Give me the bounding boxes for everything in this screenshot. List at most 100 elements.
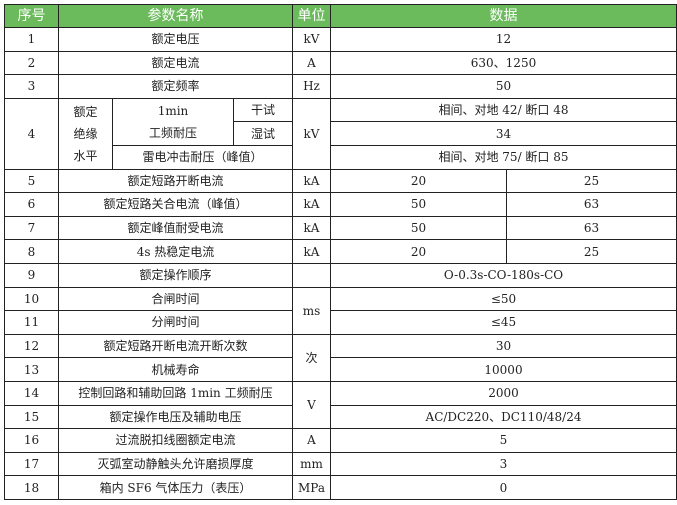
cell: 3 bbox=[330, 451, 677, 477]
group-label: 额定 绝缘 水平 bbox=[58, 97, 113, 170]
cell: 干试 bbox=[233, 97, 293, 123]
cell: 湿试 bbox=[233, 121, 293, 146]
table-row: 雷电冲击耐压（峰值） 相间、对地 75/ 断口 85 bbox=[5, 144, 677, 170]
header-data: 数据 bbox=[330, 4, 677, 28]
cell: 50 bbox=[330, 215, 507, 241]
cell: ≤50 bbox=[330, 286, 677, 312]
cell: 5 bbox=[330, 428, 677, 453]
cell: 额定操作电压及辅助电压 bbox=[58, 404, 293, 430]
cell: 额定短路开断电流 bbox=[58, 168, 293, 194]
cell: 1 bbox=[4, 27, 59, 52]
cell: 63 bbox=[506, 215, 677, 241]
cell: 2000 bbox=[330, 380, 677, 406]
cell: 9 bbox=[4, 262, 59, 288]
cell: 7 bbox=[4, 215, 59, 241]
table-row: 11 分闸时间 ≤45 bbox=[4, 310, 677, 335]
cell: Hz bbox=[292, 74, 331, 99]
table-row: 9 额定操作顺序 O-0.3s-CO-180s-CO bbox=[4, 262, 677, 288]
cell: 630、1250 bbox=[330, 50, 677, 76]
cell: kA bbox=[292, 192, 331, 217]
header-name: 参数名称 bbox=[58, 4, 293, 28]
cell: 14 bbox=[4, 380, 59, 406]
cell: 25 bbox=[506, 239, 677, 264]
cell: 分闸时间 bbox=[58, 310, 293, 335]
cell: 13 bbox=[4, 357, 59, 382]
cell: 12 bbox=[330, 27, 677, 52]
sub-label: 1min 工频耐压 bbox=[112, 97, 234, 146]
cell: 额定短路开断电流开断次数 bbox=[58, 333, 293, 359]
table-row: 湿试 34 bbox=[5, 121, 677, 146]
cell: 10 bbox=[4, 286, 59, 312]
cell: 4s 热稳定电流 bbox=[58, 239, 293, 264]
cell: kV bbox=[292, 97, 331, 170]
table-row: 13 机械寿命 10000 bbox=[4, 357, 677, 382]
cell: O-0.3s-CO-180s-CO bbox=[330, 262, 677, 288]
cell: V bbox=[292, 380, 331, 430]
cell: 额定电流 bbox=[58, 50, 293, 76]
header-row: 序号 参数名称 单位 数据 bbox=[4, 4, 677, 28]
cell: 次 bbox=[292, 333, 331, 382]
table-row: 4 额定绝缘水平 1min 工频耐压 干试 kV 相间、对地 42/ 断口 48 bbox=[4, 97, 677, 170]
sub-line: 工频耐压 bbox=[148, 125, 197, 140]
table-row: 7 额定峰值耐受电流 kA 50 63 bbox=[4, 215, 677, 241]
table-row: 8 4s 热稳定电流 kA 20 25 bbox=[4, 239, 677, 264]
cell: MPa bbox=[292, 475, 331, 500]
cell: 20 bbox=[330, 239, 507, 264]
cell: 相间、对地 42/ 断口 48 bbox=[330, 97, 677, 123]
cell: 16 bbox=[4, 428, 59, 453]
header-no: 序号 bbox=[4, 4, 59, 28]
cell: 17 bbox=[4, 451, 59, 477]
cell: 15 bbox=[4, 404, 59, 430]
cell: A bbox=[292, 428, 331, 453]
table-row: 10 合闸时间 ms ≤50 bbox=[4, 286, 677, 335]
group-line: 绝缘 bbox=[73, 126, 98, 141]
table-row: 16 过流脱扣线圈额定电流 A 5 bbox=[4, 428, 677, 453]
cell: mm bbox=[292, 451, 331, 477]
table-row: 17 灭弧室动静触头允许磨损厚度 mm 3 bbox=[4, 451, 677, 477]
cell: 雷电冲击耐压（峰值） bbox=[112, 144, 293, 170]
cell: 额定操作顺序 bbox=[58, 262, 293, 288]
group-line: 水平 bbox=[73, 148, 98, 163]
cell: 20 bbox=[330, 168, 507, 194]
cell: 合闸时间 bbox=[58, 286, 293, 312]
cell: 4 bbox=[4, 97, 59, 170]
cell: 0 bbox=[330, 475, 677, 500]
cell: 8 bbox=[4, 239, 59, 264]
cell: AC/DC220、DC110/48/24 bbox=[330, 404, 677, 430]
cell: 额定电压 bbox=[58, 27, 293, 52]
cell: kA bbox=[292, 168, 331, 194]
table-row: 1 额定电压 kV 12 bbox=[4, 27, 677, 52]
group-line: 额定 bbox=[73, 104, 98, 119]
table-row: 18 箱内 SF6 气体压力（表压） MPa 0 bbox=[4, 475, 677, 500]
cell: 额定频率 bbox=[58, 74, 293, 99]
cell: 63 bbox=[506, 192, 677, 217]
cell: 5 bbox=[4, 168, 59, 194]
cell: 箱内 SF6 气体压力（表压） bbox=[58, 475, 293, 500]
parameters-table: 序号 参数名称 单位 数据 1 额定电压 kV 12 2 额定电流 A 630、1250 3 额定… bbox=[4, 4, 677, 500]
cell: 控制回路和辅助回路 1min 工频耐压 bbox=[58, 380, 293, 406]
table-row: 12 额定短路开断电流开断次数次 30 bbox=[4, 333, 677, 382]
cell: 25 bbox=[506, 168, 677, 194]
cell: 12 bbox=[4, 333, 59, 359]
table-row: 2 额定电流 A 630、1250 bbox=[4, 50, 677, 76]
sub-line: 1min bbox=[157, 103, 189, 118]
cell: 50 bbox=[330, 74, 677, 99]
cell: 过流脱扣线圈额定电流 bbox=[58, 428, 293, 453]
cell: 相间、对地 75/ 断口 85 bbox=[330, 144, 677, 170]
cell: 灭弧室动静触头允许磨损厚度 bbox=[58, 451, 293, 477]
cell: 3 bbox=[4, 74, 59, 99]
cell: kA bbox=[292, 239, 331, 264]
table-row: 14 控制回路和辅助回路 1min 工频耐压 V 2000 bbox=[4, 380, 677, 430]
cell: 18 bbox=[4, 475, 59, 500]
table-row: 15 额定操作电压及辅助电压 AC/DC220、DC110/48/24 bbox=[4, 404, 677, 430]
cell: 34 bbox=[330, 121, 677, 146]
cell: 10000 bbox=[330, 357, 677, 382]
cell: 30 bbox=[330, 333, 677, 359]
cell bbox=[292, 262, 331, 288]
cell: ≤45 bbox=[330, 310, 677, 335]
table-row: 5 额定短路开断电流 kA 20 25 bbox=[4, 168, 677, 194]
cell: 2 bbox=[4, 50, 59, 76]
cell: 11 bbox=[4, 310, 59, 335]
cell: A bbox=[292, 50, 331, 76]
table-row: 3 额定频率 Hz 50 bbox=[4, 74, 677, 99]
